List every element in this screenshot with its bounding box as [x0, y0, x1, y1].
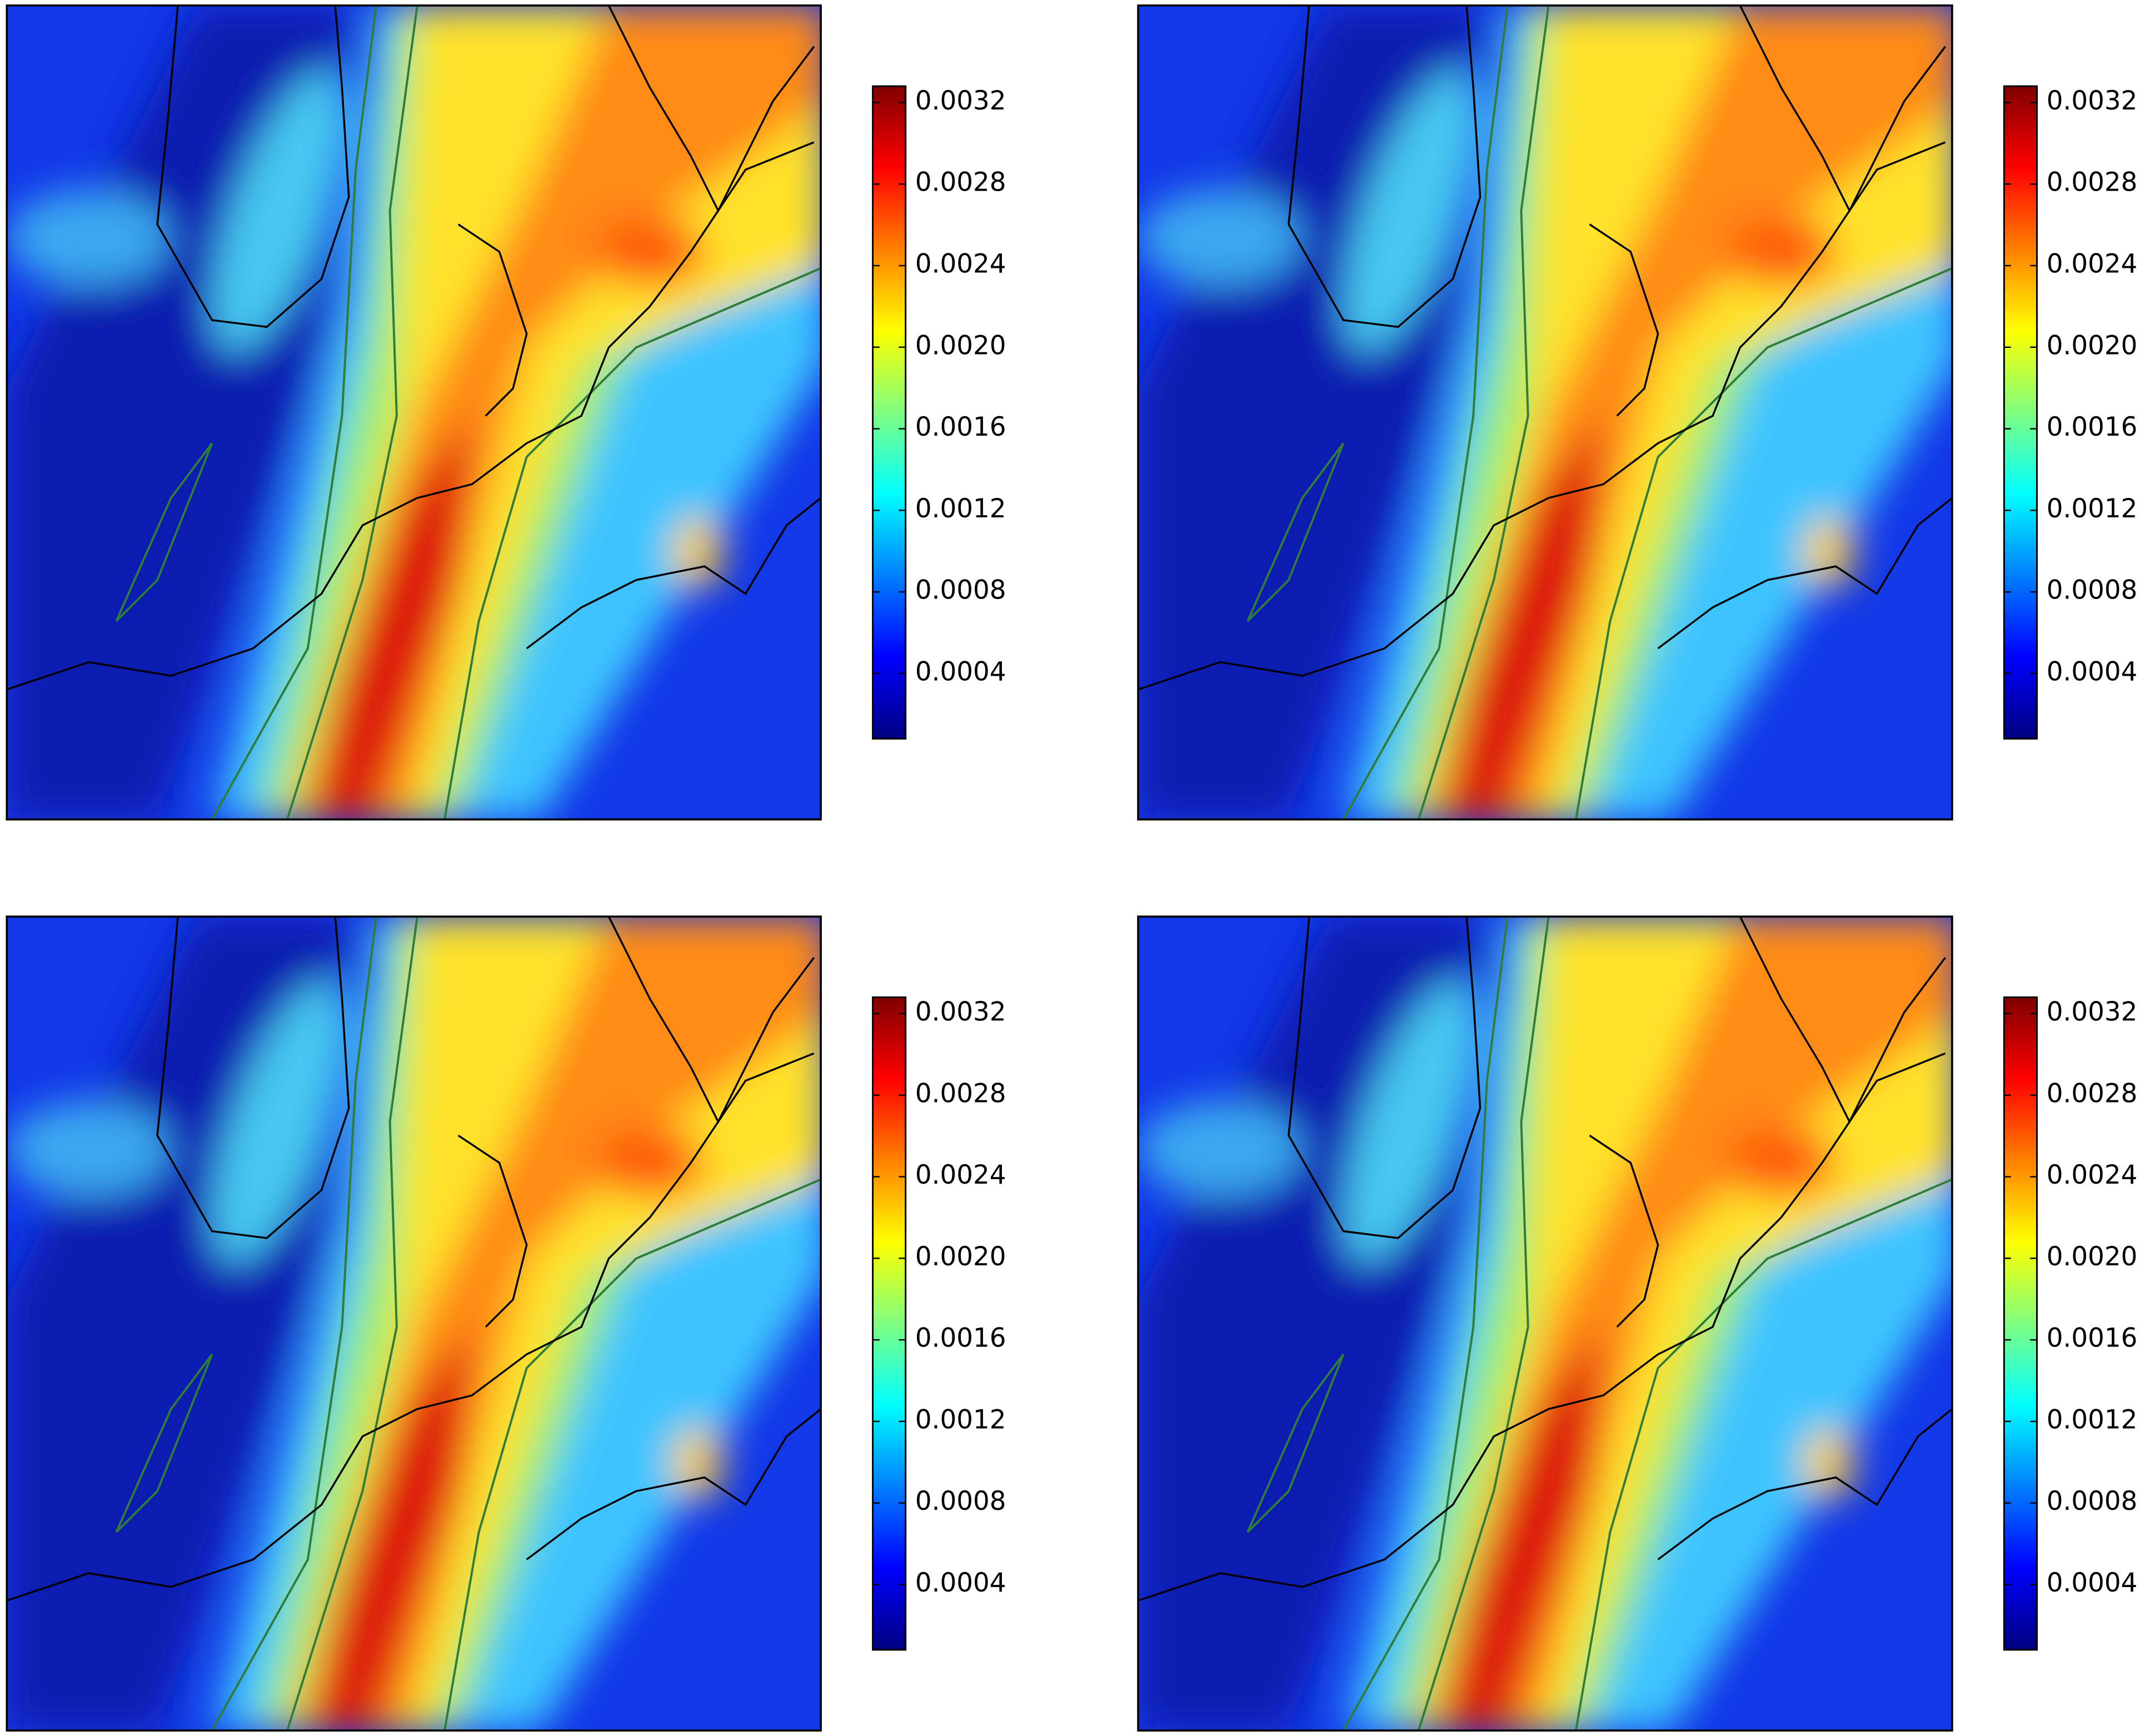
colorbar-tick-label: 0.0012	[2047, 1405, 2138, 1435]
map-frame	[1137, 4, 1953, 821]
colorbar-tick-label: 0.0008	[2047, 576, 2138, 606]
colorbar-tick-label: 0.0016	[915, 412, 1006, 442]
colorbar-tick-label: 0.0004	[915, 1568, 1006, 1598]
colorbar-tick-label: 0.0004	[915, 657, 1006, 687]
colorbar-tick-label: 0.0012	[915, 1405, 1006, 1435]
colorbar-tick-label: 0.0012	[915, 494, 1006, 524]
colorbar-tick-label: 0.0020	[2047, 331, 2138, 361]
colorbar	[872, 85, 907, 740]
map-field	[7, 6, 827, 820]
colorbar-tick-label: 0.0004	[2047, 1568, 2138, 1598]
colorbar-tick-label: 0.0020	[915, 1242, 1006, 1272]
map-panel	[7, 916, 827, 1730]
colorbar-tick-label: 0.0032	[2047, 997, 2138, 1027]
map-panel	[1138, 6, 1959, 820]
map-frame	[6, 4, 822, 821]
colorbar-tick-label: 0.0016	[2047, 1324, 2138, 1354]
colorbar-tick-label: 0.0032	[2047, 86, 2138, 116]
map-field	[1138, 916, 1959, 1730]
colorbar-tick-label: 0.0020	[2047, 1242, 2138, 1272]
colorbar	[872, 996, 907, 1651]
colorbar-tick-label: 0.0028	[2047, 1079, 2138, 1109]
colorbar-tick-label: 0.0012	[2047, 494, 2138, 524]
colorbar-tick-label: 0.0028	[2047, 168, 2138, 198]
colorbar-tick-label: 0.0008	[915, 1486, 1006, 1516]
map-field	[1138, 6, 1959, 820]
colorbar-tick-label: 0.0008	[915, 576, 1006, 606]
map-frame	[6, 915, 822, 1732]
colorbar-tick-label: 0.0004	[2047, 657, 2138, 687]
colorbar-tick-label: 0.0020	[915, 331, 1006, 361]
colorbar-tick-label: 0.0008	[2047, 1486, 2138, 1516]
colorbar	[2003, 996, 2038, 1651]
colorbar-tick-label: 0.0028	[915, 1079, 1006, 1109]
colorbar	[2003, 85, 2038, 740]
colorbar-tick-label: 0.0032	[915, 86, 1006, 116]
map-field	[7, 916, 827, 1730]
colorbar-tick-label: 0.0016	[915, 1324, 1006, 1354]
map-panel	[7, 6, 827, 820]
colorbar-tick-label: 0.0016	[2047, 412, 2138, 442]
colorbar-tick-label: 0.0032	[915, 997, 1006, 1027]
colorbar-tick-label: 0.0024	[915, 1160, 1006, 1190]
map-frame	[1137, 915, 1953, 1732]
colorbar-tick-label: 0.0024	[915, 250, 1006, 280]
map-panel	[1138, 916, 1959, 1730]
colorbar-tick-label: 0.0024	[2047, 250, 2138, 280]
colorbar-tick-label: 0.0028	[915, 168, 1006, 198]
colorbar-tick-label: 0.0024	[2047, 1160, 2138, 1190]
